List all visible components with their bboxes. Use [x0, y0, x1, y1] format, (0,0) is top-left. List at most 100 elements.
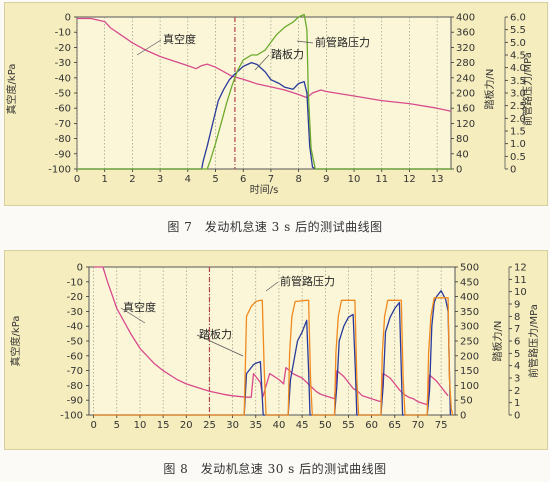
y-left-tick-label: -50 [67, 337, 83, 348]
x-tick-label: 45 [296, 420, 309, 431]
y-right2-tick-label: 5 [514, 349, 520, 360]
y-right2-tick-label: 1.0 [510, 139, 526, 150]
y-right1-tick-label: 160 [456, 104, 475, 115]
y-left-tick-label: -80 [55, 134, 71, 145]
y-right1-tick-label: 280 [456, 58, 475, 69]
y-left-tick-label: -20 [55, 43, 71, 54]
y-right2-tick-label: 4.0 [510, 63, 526, 74]
x-tick-label: 20 [180, 420, 193, 431]
series-annotation: 真空度 [123, 300, 156, 314]
y-left-tick-label: -100 [60, 411, 83, 422]
x-tick-label: 60 [365, 420, 378, 431]
y-left-tick-label: -40 [67, 322, 83, 333]
x-tick-label: 0 [90, 420, 96, 431]
y-right1-tick-label: 240 [456, 73, 475, 84]
y-right2-tick-label: 2.0 [510, 114, 526, 125]
x-tick-label: 5 [114, 420, 120, 431]
y-right2-tick-label: 2 [514, 386, 520, 397]
series-line-right2 [93, 297, 454, 416]
y-right1-tick-label: 40 [456, 149, 469, 160]
y-right1-tick-label: 0 [460, 411, 466, 422]
y-right2-tick-label: 10 [514, 287, 527, 298]
annotation-leader [254, 54, 270, 71]
x-tick-label: 10 [348, 174, 361, 185]
x-tick-label: 4 [185, 174, 191, 185]
x-tick-label: 35 [249, 420, 262, 431]
y-right2-tick-label: 3.5 [510, 76, 526, 87]
y-right1-tick-label: 0 [456, 165, 462, 176]
figure-7-chart: 0 1 2 3 4 5 6 7 8 9 10 11 12 130-10-20-30-40-50-60-70… [5, 13, 534, 197]
y-right2-tick-label: 1 [514, 398, 520, 409]
plot-area [76, 16, 452, 170]
y-left-tick-label: -40 [55, 73, 71, 84]
x-tick-label: 5 [212, 174, 218, 185]
y-right2-tick-label: 0 [510, 165, 516, 176]
figure-7-panel: 0 1 2 3 4 5 6 7 8 9 10 11 12 13 0 -10 -20 -30 -40 -50 -60 -70… [4, 2, 548, 206]
series-line-left [93, 266, 449, 406]
y-right1-tick-label: 300 [460, 322, 479, 333]
x-tick-label: 6 [240, 174, 246, 185]
y-right2-tick-label: 3.0 [510, 89, 526, 100]
y-right1-tick-label: 500 [460, 263, 479, 274]
y-right2-tick-label: 6.0 [510, 13, 526, 24]
x-tick-label: 12 [403, 174, 416, 185]
x-tick-label: 55 [342, 420, 355, 431]
y-right1-axis-title: 踏板力/N [491, 321, 504, 362]
y-right1-tick-label: 250 [460, 337, 479, 348]
y-left-tick-label: 0 [65, 13, 71, 24]
annotation-leader [196, 334, 244, 357]
series-line-right2 [77, 13, 451, 170]
y-right2-tick-label: 0.5 [510, 152, 526, 163]
figure-8-chart: 0 5 10 15 20 25 30 35 40 45 50 55 60 65 70 750-10-20-30… [9, 263, 540, 432]
y-left-tick-label: -10 [55, 28, 71, 39]
x-tick-label: 8 [295, 174, 301, 185]
y-right1-tick-label: 200 [456, 89, 475, 100]
plot-area [88, 266, 456, 416]
x-tick-label: 15 [157, 420, 170, 431]
x-tick-label: 75 [435, 420, 448, 431]
x-tick-label: 1 [102, 174, 108, 185]
y-right2-tick-label: 5.5 [510, 25, 526, 36]
y-right2-tick-label: 8 [514, 312, 520, 323]
y-left-tick-label: -10 [67, 277, 83, 288]
y-right1-tick-label: 120 [456, 119, 475, 130]
x-tick-label: 3 [157, 174, 163, 185]
y-right2-tick-label: 7 [514, 324, 520, 335]
y-left-tick-label: -50 [55, 89, 71, 100]
series-annotation: 前管路压力 [315, 35, 370, 49]
y-right2-axis-title: 前管路压力/MPa [527, 304, 540, 378]
y-left-tick-label: -70 [55, 119, 71, 130]
y-right1-tick-label: 100 [460, 381, 479, 392]
y-right2-tick-label: 5.0 [510, 38, 526, 49]
y-right1-tick-label: 360 [456, 28, 475, 39]
y-left-tick-label: 0 [77, 263, 83, 274]
y-right1-tick-label: 200 [460, 351, 479, 362]
y-left-tick-label: -90 [55, 149, 71, 160]
x-tick-label: 30 [226, 420, 239, 431]
y-right2-tick-label: 6 [514, 337, 520, 348]
y-left-tick-label: -70 [67, 366, 83, 377]
y-right2-tick-label: 4.5 [510, 51, 526, 62]
figure-8-caption: 图 8 发动机怠速 30 s 后的测试曲线图 [163, 462, 387, 476]
annotation-leader [136, 39, 162, 56]
x-tick-label: 65 [388, 420, 401, 431]
x-tick-label: 70 [412, 420, 425, 431]
x-tick-label: 11 [375, 174, 388, 185]
annotation-leader [296, 40, 314, 44]
y-right1-tick-label: 50 [460, 396, 473, 407]
figure-8-panel: 0 5 10 15 20 25 30 35 40 45 50 55 60 65 70 75 0 -10 -20 -30… [4, 250, 548, 450]
y-right2-tick-label: 11 [514, 275, 527, 286]
x-tick-label: 9 [323, 174, 329, 185]
y-right2-tick-label: 4 [514, 361, 520, 372]
annotation-leader [120, 307, 146, 324]
y-right1-tick-label: 400 [456, 13, 475, 24]
x-tick-label: 2 [129, 174, 135, 185]
x-tick-label: 0 [74, 174, 80, 185]
y-left-tick-label: -100 [48, 165, 71, 176]
y-left-axis-title: 真空度/kPa [9, 316, 22, 367]
x-tick-label: 13 [431, 174, 444, 185]
y-right1-tick-label: 150 [460, 366, 479, 377]
x-tick-label: 40 [273, 420, 286, 431]
series-line-left [77, 17, 452, 112]
y-right2-tick-label: 0 [514, 411, 520, 422]
